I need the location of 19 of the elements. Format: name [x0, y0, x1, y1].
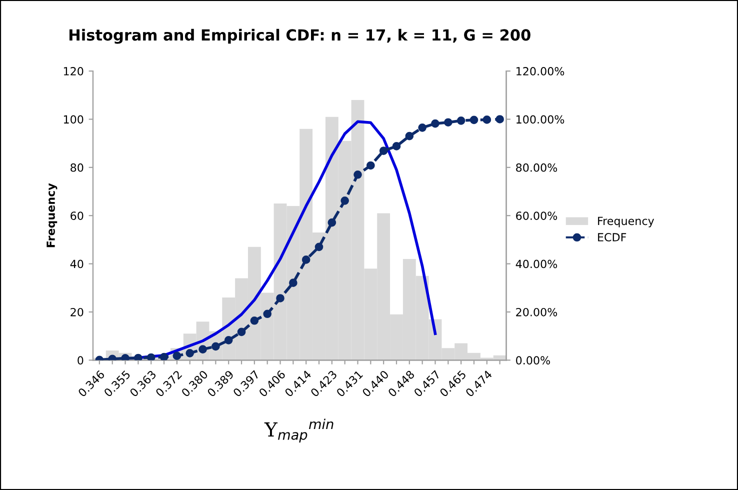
y-axis-title: Frequency — [46, 183, 58, 248]
y2-tick-label: 40.00% — [516, 260, 558, 268]
y-tick-label: 20 — [70, 308, 84, 316]
chart-title: Histogram and Empirical CDF: n = 17, k = 11, G = 200 — [70, 28, 530, 44]
y-tick-label: 60 — [70, 212, 84, 220]
y2-tick-label: 100.00% — [516, 115, 564, 124]
y-tick-label: 40 — [70, 260, 84, 268]
y2-tick-label: 80.00% — [516, 163, 558, 172]
y2-tick-label: 60.00% — [516, 212, 558, 220]
y-tick-label: 120 — [64, 67, 84, 76]
y2-tick-label: 0.00% — [516, 356, 550, 365]
legend-label: ECDF — [598, 233, 626, 242]
x-axis-title: Y$_{map}$$^{min}$ — [264, 418, 334, 443]
y2-tick-label: 120.00% — [516, 67, 564, 76]
y-tick-label: 0 — [78, 356, 84, 365]
legend-label: Frequency — [598, 216, 654, 228]
y-tick-label: 80 — [70, 163, 84, 172]
y2-tick-label: 20.00% — [516, 308, 558, 316]
y-tick-label: 100 — [64, 115, 84, 124]
